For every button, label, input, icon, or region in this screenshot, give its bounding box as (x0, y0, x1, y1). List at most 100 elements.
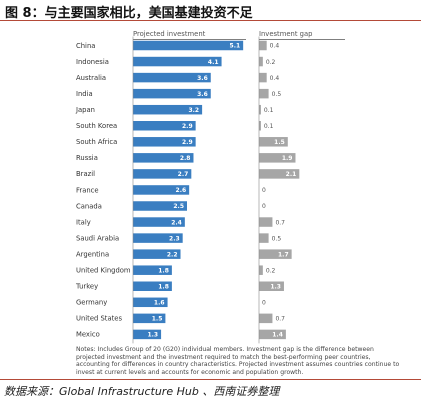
gap-value-label: 1.5 (274, 139, 285, 146)
gap-bar (259, 281, 284, 291)
gap-value-label: 0.1 (264, 123, 274, 130)
category-label: Canada (76, 202, 102, 210)
gap-bar (259, 40, 267, 51)
projected-value-label: 1.6 (154, 300, 165, 307)
category-label: India (76, 90, 93, 98)
gap-bar (259, 153, 296, 163)
category-label: United Kingdom (76, 267, 131, 275)
projected-bar (133, 40, 244, 51)
gap-bar (259, 88, 269, 99)
category-label: Turkey (75, 283, 98, 291)
gap-bar (259, 121, 261, 131)
category-label: United States (76, 315, 122, 323)
gap-value-label: 1.3 (270, 283, 281, 290)
gap-bar (259, 72, 267, 83)
gap-value-label: 0 (262, 300, 266, 307)
projected-bar (133, 297, 168, 308)
projected-value-label: 3.6 (197, 75, 208, 82)
gap-value-label: 0.7 (275, 219, 285, 226)
title-rule (0, 20, 421, 21)
gap-value-label: 1.7 (278, 251, 289, 258)
projected-value-label: 3.6 (197, 91, 208, 98)
source-text: 数据来源：Global Infrastructure Hub 、西南证券整理 (4, 385, 280, 398)
category-label: China (76, 42, 95, 50)
projected-value-label: 2.7 (178, 171, 189, 178)
bar-chart: Projected investment Investment gap China 5… (75, 30, 345, 344)
gap-value-label: 2.1 (286, 171, 297, 178)
projected-bar (133, 56, 222, 67)
projected-value-label: 5.1 (230, 43, 241, 50)
gap-bar (259, 249, 292, 259)
gap-value-label: 0 (262, 203, 266, 210)
gap-bar (259, 56, 263, 67)
projected-value-label: 4.1 (208, 59, 219, 66)
gap-value-label: 0.7 (275, 316, 285, 323)
projected-bar (133, 153, 194, 163)
gap-bar (259, 169, 300, 179)
gap-value-label: 0 (262, 187, 266, 194)
gap-value-label: 1.4 (272, 332, 283, 339)
projected-bar (133, 121, 196, 131)
series-header-gap: Investment gap (259, 30, 312, 38)
category-label: Australia (76, 74, 106, 82)
category-label: Germany (76, 299, 107, 307)
gap-value-label: 0.4 (270, 43, 280, 50)
gap-value-label: 0.2 (266, 59, 276, 66)
projected-value-label: 2.2 (167, 251, 178, 258)
category-label: Mexico (76, 331, 100, 339)
gap-bar (259, 265, 263, 275)
gap-value-label: 0.5 (272, 91, 282, 98)
gap-bar (259, 217, 273, 227)
figure-title: 图 8：与主要国家相比，美国基建投资不足 (5, 6, 253, 21)
gap-bar (259, 329, 286, 340)
projected-value-label: 2.8 (180, 155, 191, 162)
gap-value-label: 0.4 (270, 75, 280, 82)
category-label: Russia (76, 154, 98, 162)
gap-bar (259, 313, 273, 324)
projected-bar (133, 72, 211, 83)
projected-bar (133, 249, 181, 259)
chart-notes: Notes: Includes Group of 20 (G20) indivi… (76, 346, 400, 377)
projected-bar (133, 233, 183, 243)
projected-bar (133, 137, 196, 147)
projected-value-label: 1.3 (147, 332, 158, 339)
category-label: Saudi Arabia (76, 234, 119, 242)
projected-bar (133, 185, 190, 195)
projected-bar (133, 313, 166, 324)
category-label: France (76, 186, 99, 194)
projected-value-label: 1.8 (158, 267, 169, 274)
projected-value-label: 2.9 (182, 139, 193, 146)
category-label: Italy (76, 218, 91, 226)
projected-bar (133, 217, 185, 227)
category-label: Indonesia (76, 58, 109, 66)
gap-value-label: 1.9 (282, 155, 293, 162)
projected-value-label: 2.9 (182, 123, 193, 130)
category-label: Brazil (76, 170, 95, 178)
projected-bar (133, 329, 162, 340)
projected-bar (133, 265, 172, 275)
gap-bar (259, 233, 269, 243)
category-label: Argentina (76, 250, 109, 258)
projected-value-label: 2.3 (169, 235, 180, 242)
projected-value-label: 1.8 (158, 283, 169, 290)
category-label: Japan (75, 106, 95, 114)
projected-bar (133, 104, 203, 115)
series-header-projected: Projected investment (133, 30, 206, 38)
projected-bar (133, 201, 187, 211)
category-label: South Africa (76, 138, 117, 146)
gap-bar (259, 104, 261, 115)
gap-value-label: 0.2 (266, 267, 276, 274)
projected-value-label: 3.2 (188, 107, 199, 114)
gap-value-label: 0.5 (272, 235, 282, 242)
projected-value-label: 2.6 (176, 187, 187, 194)
projected-value-label: 1.5 (152, 316, 163, 323)
projected-value-label: 2.4 (171, 219, 182, 226)
category-label: South Korea (76, 122, 117, 130)
gap-value-label: 0.1 (264, 107, 274, 114)
bottom-rule (0, 379, 421, 380)
projected-bar (133, 88, 211, 99)
projected-bar (133, 169, 192, 179)
projected-bar (133, 281, 172, 291)
gap-bar (259, 137, 288, 147)
projected-value-label: 2.5 (173, 203, 184, 210)
